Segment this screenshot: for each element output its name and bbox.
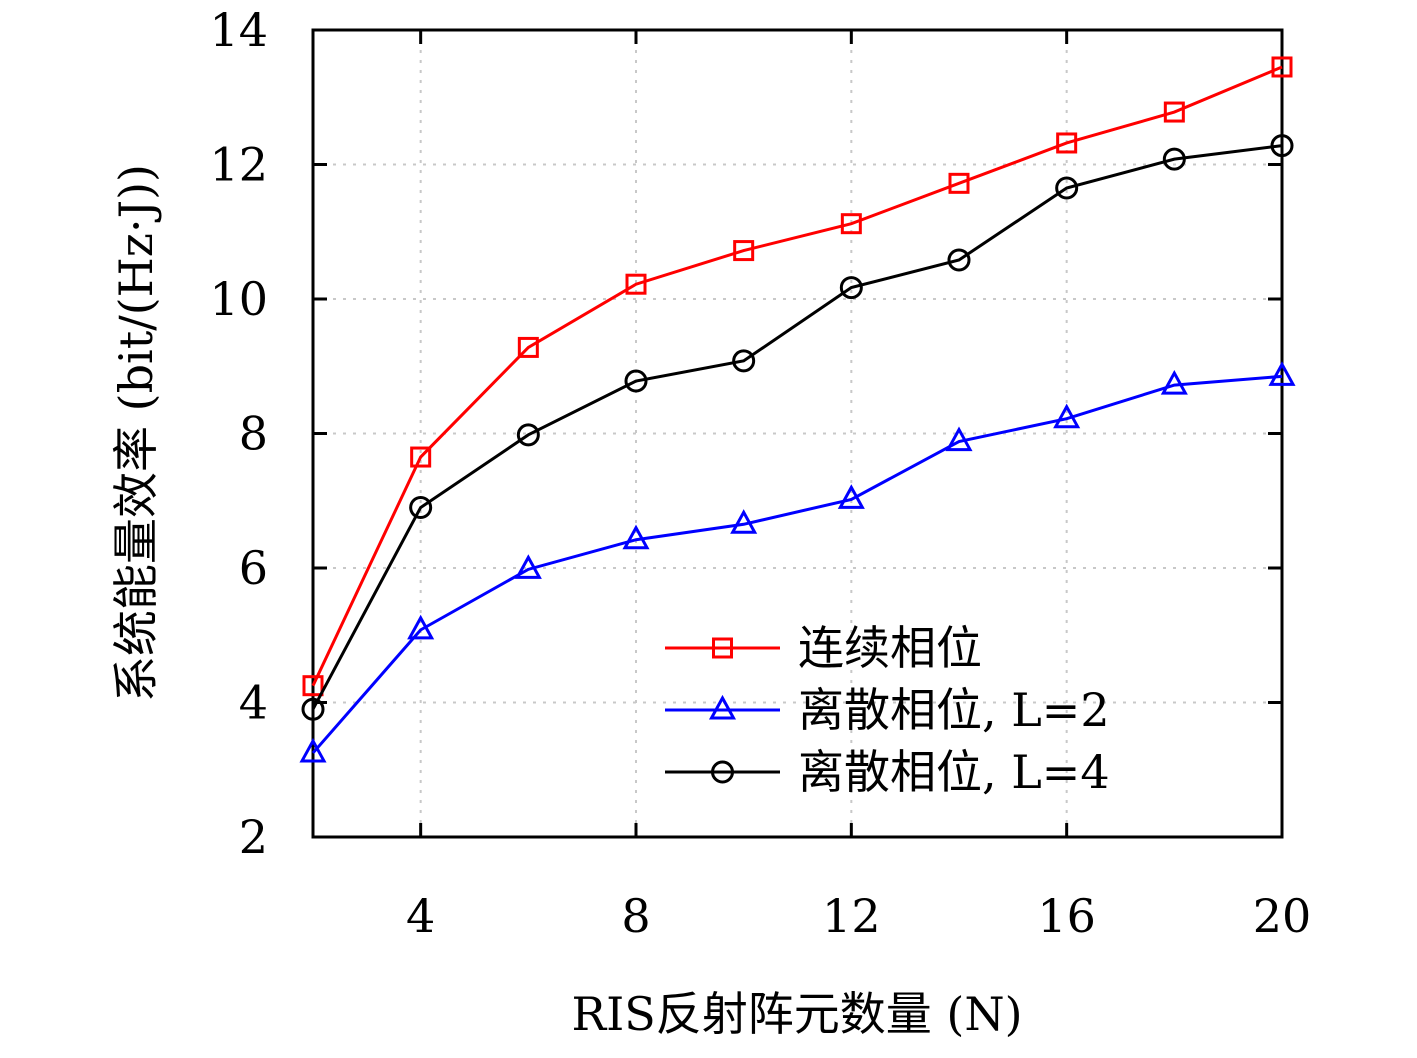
- legend-item: 离散相位, L=2: [665, 683, 1110, 737]
- series-layer: [299, 56, 1296, 763]
- legend-item: 离散相位, L=4: [665, 745, 1110, 799]
- data-point: [622, 524, 650, 550]
- data-point: [624, 369, 648, 393]
- grid-lines: [313, 30, 1282, 837]
- data-point: [840, 213, 862, 235]
- y-tick-label: 14: [209, 3, 268, 57]
- data-point: [1271, 56, 1293, 78]
- y-tick-label: 10: [209, 272, 268, 326]
- legend-marker: [708, 694, 737, 720]
- y-tick-label: 4: [239, 676, 268, 730]
- data-point: [302, 675, 324, 697]
- x-tick-label: 12: [822, 889, 881, 943]
- y-tick-label: 2: [239, 810, 268, 864]
- series-1: [299, 361, 1296, 763]
- data-point: [1270, 134, 1294, 158]
- legend-item: 连续相位: [665, 621, 982, 675]
- data-point: [301, 697, 325, 721]
- y-tick-label: 6: [239, 541, 268, 595]
- x-axis-label: RIS反射阵元数量 (N): [571, 987, 1022, 1041]
- series-0: [302, 56, 1293, 697]
- data-point: [517, 336, 539, 358]
- data-point: [1268, 361, 1296, 386]
- series-line: [311, 144, 1283, 710]
- data-point: [839, 276, 863, 300]
- data-point: [945, 426, 973, 452]
- legend-label: 离散相位, L=2: [798, 683, 1110, 737]
- data-point: [407, 614, 435, 640]
- data-point: [733, 240, 755, 262]
- data-point: [1160, 369, 1188, 395]
- data-point: [837, 484, 865, 509]
- legend-label: 离散相位, L=4: [798, 745, 1110, 799]
- x-tick-label: 8: [621, 889, 650, 943]
- data-point: [1056, 132, 1078, 154]
- series-line: [311, 374, 1283, 754]
- y-axis-label: 系统能量效率 (bit/(Hz·J)): [109, 164, 163, 702]
- x-tick-label: 16: [1037, 889, 1096, 943]
- legend-marker: [712, 637, 733, 659]
- data-point: [625, 273, 647, 295]
- series-line: [311, 65, 1283, 687]
- data-point: [1162, 147, 1186, 171]
- x-tick-label: 20: [1253, 889, 1312, 943]
- y-tick-label: 12: [209, 138, 268, 192]
- y-tick-label: 8: [239, 407, 268, 461]
- data-point: [516, 423, 540, 447]
- legend-marker: [711, 760, 734, 784]
- x-tick-label: 4: [406, 889, 435, 943]
- data-point: [1055, 176, 1079, 200]
- data-point: [410, 446, 432, 468]
- series-2: [301, 134, 1294, 721]
- data-point: [1053, 403, 1081, 429]
- data-point: [1163, 101, 1185, 123]
- data-point: [732, 349, 756, 373]
- data-point: [514, 554, 542, 579]
- legend-label: 连续相位: [798, 621, 982, 675]
- data-point: [409, 495, 433, 519]
- data-point: [730, 509, 758, 534]
- data-point: [947, 248, 971, 272]
- data-point: [299, 737, 327, 763]
- data-point: [948, 172, 970, 194]
